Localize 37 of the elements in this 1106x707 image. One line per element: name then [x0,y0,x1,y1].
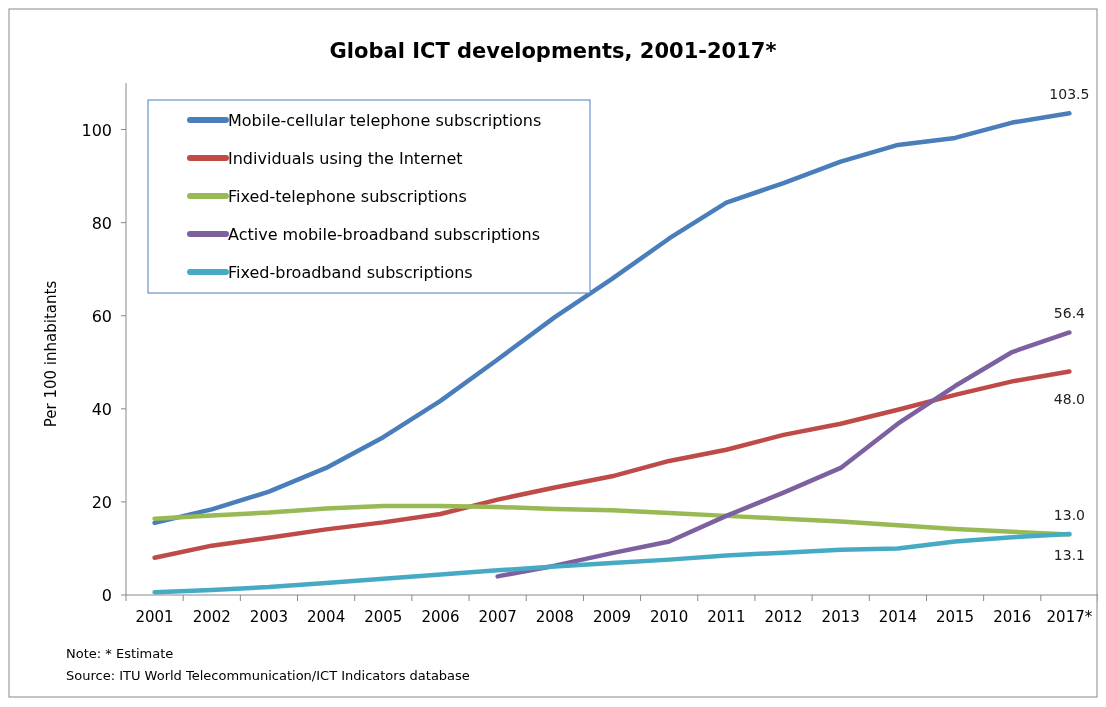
data-label: 56.4 [1053,305,1086,322]
y-tick-label: 80 [91,213,112,233]
legend-label: Fixed-telephone subscriptions [228,187,467,206]
x-tick-label: 2017* [1046,608,1093,626]
x-tick-label: 2003 [249,608,289,626]
y-tick-label: 0 [101,586,112,605]
legend-label: Fixed-broadband subscriptions [228,263,473,282]
y-tick-label: 60 [91,306,112,326]
x-tick-label: 2009 [592,608,632,626]
x-tick-label: 2015 [935,608,975,626]
x-tick-label: 2002 [192,608,231,626]
x-tick-label: 2013 [821,608,860,626]
x-tick-label: 2012 [764,608,803,626]
x-tick-label: 2008 [535,608,574,626]
chart-title: Global ICT developments, 2001-2017* [329,39,777,63]
x-tick-label: 2011 [707,608,746,626]
x-tick-label: 2014 [878,608,917,626]
data-label: 48.0 [1053,390,1085,407]
legend-label: Individuals using the Internet [228,149,463,168]
data-label: 103.5 [1049,86,1090,103]
y-tick-label: 40 [91,399,112,419]
data-label: 13.0 [1053,507,1085,524]
text: Note: * Estimate [66,646,174,661]
y-tick-label: 100 [81,120,112,140]
source-note: Source: ITU World Telecommunication/ICT Indicators database [66,668,470,683]
x-tick-label: 2016 [993,608,1032,626]
y-tick-label: 20 [91,492,112,512]
x-tick-label: 2001 [135,608,174,626]
y-axis-title: Per 100 inhabitants [42,280,60,428]
x-tick-label: 2006 [421,608,460,626]
legend-label: Active mobile-broadband subscriptions [228,225,541,244]
x-tick-label: 2004 [307,608,346,626]
data-label: 13.1 [1053,547,1085,564]
x-tick-label: 2005 [364,608,403,626]
x-tick-label: 2010 [650,608,689,626]
x-tick-label: 2007 [478,608,517,626]
legend-label: Mobile-cellular telephone subscriptions [228,111,542,130]
